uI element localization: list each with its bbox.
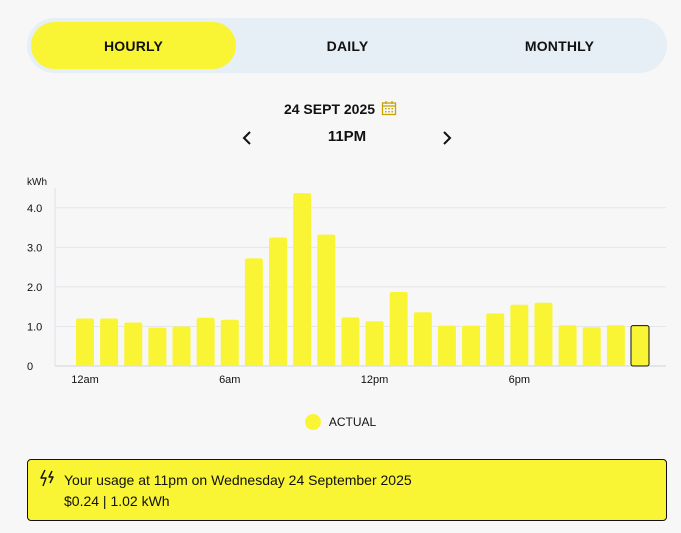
y-tick-label: 1.0 xyxy=(27,321,42,333)
bar xyxy=(606,325,625,366)
bar xyxy=(437,325,456,366)
bar xyxy=(341,317,360,366)
chart-legend: ACTUAL xyxy=(0,414,681,430)
bar xyxy=(269,237,288,366)
y-axis-label: kWh xyxy=(27,177,47,188)
usage-bar-chart: kWh 0 1.0 2.0 3.0 4.0 12am 6am 12pm 6pm xyxy=(27,177,666,386)
usage-info-title: Your usage at 11pm on Wednesday 24 Septe… xyxy=(64,472,412,488)
bar xyxy=(76,318,94,366)
time-selector: 11PM xyxy=(0,126,681,150)
legend-swatch xyxy=(304,414,321,430)
y-tick-label: 2.0 xyxy=(27,282,42,294)
bar xyxy=(172,326,191,366)
calendar-icon[interactable] xyxy=(381,100,397,119)
usage-info-box: Your usage at 11pm on Wednesday 24 Septe… xyxy=(27,459,667,521)
y-tick-label: 0 xyxy=(27,361,33,373)
date-selector[interactable]: 24 SEPT 2025 xyxy=(0,98,681,120)
bar xyxy=(365,321,384,366)
bar xyxy=(413,312,432,366)
bar xyxy=(148,327,167,366)
bar xyxy=(389,292,408,366)
legend-label: ACTUAL xyxy=(328,415,377,429)
bar-selected xyxy=(630,325,650,367)
bar xyxy=(100,318,119,366)
bar xyxy=(462,325,481,366)
tab-monthly[interactable]: MONTHLY xyxy=(524,37,595,54)
bar xyxy=(196,317,215,366)
x-tick-label: 12pm xyxy=(361,374,389,386)
x-tick-label: 12am xyxy=(71,374,99,386)
y-tick-label: 4.0 xyxy=(27,203,42,215)
period-tabs: HOURLY DAILY MONTHLY xyxy=(27,18,667,73)
bar xyxy=(293,193,312,366)
y-tick-label: 3.0 xyxy=(27,242,42,254)
bar xyxy=(486,313,505,366)
chevron-right-icon[interactable] xyxy=(437,128,457,148)
bar xyxy=(244,258,263,366)
bar xyxy=(220,319,239,366)
bar xyxy=(510,304,529,366)
x-tick-label: 6pm xyxy=(509,374,530,386)
bar xyxy=(558,325,577,366)
usage-info-value: $0.24 | 1.02 kWh xyxy=(64,493,170,509)
bar xyxy=(317,234,336,366)
tab-daily[interactable]: DAILY xyxy=(326,37,369,54)
tab-hourly[interactable]: HOURLY xyxy=(31,22,236,69)
date-label: 24 SEPT 2025 xyxy=(283,101,376,117)
chevron-left-icon[interactable] xyxy=(237,128,257,148)
bar xyxy=(124,322,143,366)
x-tick-label: 6am xyxy=(219,374,240,386)
bar xyxy=(534,302,553,366)
bar xyxy=(582,327,601,366)
time-label: 11PM xyxy=(327,128,367,145)
lightning-icon xyxy=(38,469,56,487)
